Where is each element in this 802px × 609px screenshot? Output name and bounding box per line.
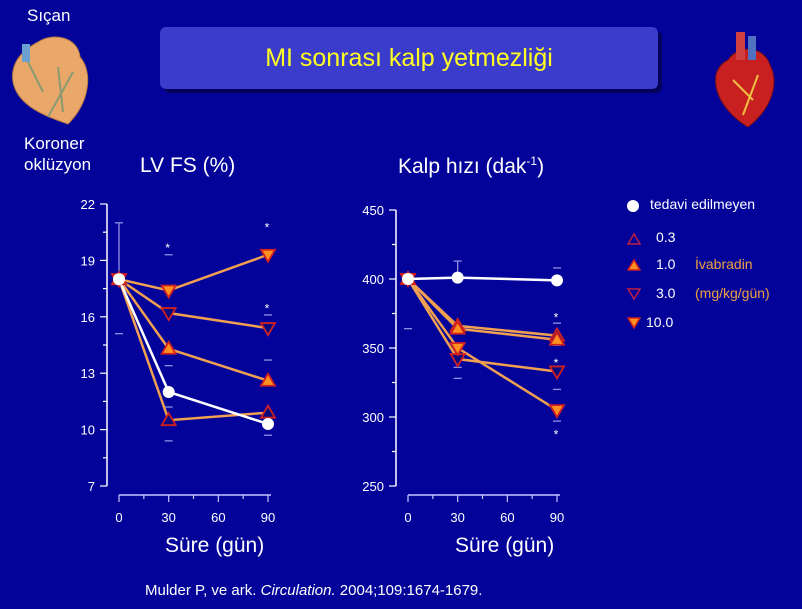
data-point-circle [451,271,464,284]
data-point-triangle-down-filled [259,248,277,264]
series-line-10.0 [118,253,269,292]
y-tick-label: 300 [362,410,384,425]
chart1-xlabel: Süre (gün) [165,534,265,557]
chart2-title: Kalp hızı (dak-1) [398,154,544,179]
citation-prefix: Mulder P, ve ark. [145,582,261,599]
human-heart-illustration [715,32,775,128]
data-point-circle [262,417,274,430]
x-tick-label: 30 [450,510,464,525]
title-box: MI sonrası kalp yetmezliği [160,27,658,89]
species-label: Sıçan [27,6,71,25]
data-point-circle [113,273,125,286]
y-tick-label: 250 [362,479,384,494]
chart-2: 250 300 350 400 450 0 30 60 90 * * * [362,203,566,525]
y-tick-label: 350 [362,341,384,356]
legend-drug: İvabradin [695,256,753,272]
chart2-xlabel: Süre (gün) [455,534,555,557]
chart1-title: LV FS (%) [140,154,236,177]
significance-asterisk: * [554,356,559,370]
y-tick-label: 13 [81,366,95,381]
data-point-triangle-up-filled [259,371,277,387]
chart2-title-end: ) [537,155,545,178]
data-point-triangle-up-open [160,411,178,427]
series-line-0.3 [407,278,558,337]
series-line-tedavi edilmeyen [117,278,269,426]
caption-line2: oklüzyon [24,155,92,174]
y-tick-label: 19 [81,253,95,268]
data-point-circle [402,273,414,285]
series-line-tedavi edilmeyen [407,276,558,282]
x-tick-label: 60 [211,510,225,525]
citation: Mulder P, ve ark. Circulation. 2004;109:… [145,582,482,599]
data-point-triangle-down-open [548,365,566,381]
x-tick-label: 90 [550,510,564,525]
legend-untreated: tedavi edilmeyen [650,196,756,212]
legend-circle-icon [627,200,639,212]
x-tick-label: 60 [500,510,514,525]
page-title: MI sonrası kalp yetmezliği [265,43,553,72]
data-point-triangle-up-filled [449,319,467,335]
data-point-triangle-down-open [259,322,277,337]
x-tick-label: 0 [115,510,122,525]
caption-line1: Koroner [24,134,85,153]
legend-triangle-down-open-icon [627,288,641,301]
data-point-triangle-down-filled [449,342,467,357]
legend-dose-0: 0.3 [656,229,676,245]
legend-dose-2: 3.0 [656,285,676,301]
chart2-title-sup: -1 [526,154,538,168]
data-point-triangle-up-filled [160,339,178,355]
y-tick-label: 7 [88,479,95,494]
y-tick-label: 450 [362,203,384,218]
legend-dose-3: 10.0 [646,314,674,330]
series-line-3.0 [406,278,558,373]
data-point-circle [551,274,563,287]
significance-asterisk: * [265,221,270,235]
legend-triangle-down-filled-icon [627,317,641,330]
significance-asterisk: * [265,301,270,315]
y-tick-label: 16 [81,310,95,325]
x-tick-label: 30 [161,510,175,525]
chart2-title-text: Kalp hızı (dak [398,155,527,178]
y-tick-label: 10 [81,423,95,438]
data-point-triangle-up-filled [548,330,566,346]
data-point-circle [162,386,175,398]
y-tick-label: 22 [81,197,95,212]
rat-heart-illustration [12,36,89,125]
y-tick-label: 400 [362,272,384,287]
significance-asterisk: * [165,241,170,255]
x-tick-label: 0 [404,510,411,525]
significance-asterisk: * [554,310,559,324]
legend-dose-1: 1.0 [656,256,676,272]
data-point-triangle-down-open [160,307,178,322]
citation-journal: Circulation. [260,582,336,599]
chart-1: 7 10 13 16 19 22 0 30 60 90 * * * [81,197,277,525]
citation-suffix: 2004;109:1674-1679. [335,582,483,599]
legend-unit: (mg/kg/gün) [695,285,770,301]
x-tick-label: 90 [261,510,275,525]
legend-triangle-up-filled-icon [627,258,641,271]
legend-triangle-up-open-icon [627,232,641,245]
data-point-triangle-up-open [259,403,277,419]
significance-asterisk: * [554,428,559,442]
data-point-triangle-down-filled [548,404,566,419]
series-line-3.0 [118,278,269,330]
data-point-triangle-down-filled [160,284,178,300]
